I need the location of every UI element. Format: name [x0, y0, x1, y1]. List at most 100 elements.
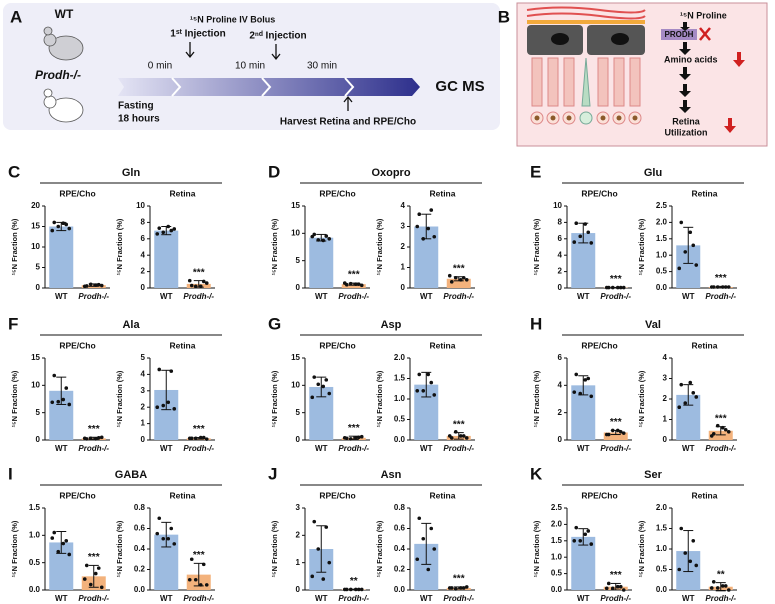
data-point: [166, 536, 171, 541]
data-point: [574, 221, 579, 226]
y-tick-label: 2.0: [551, 520, 563, 529]
data-point: [464, 278, 469, 282]
chart-subtitle: Retina: [430, 490, 456, 500]
x-tick-label: Prodh-/-: [78, 444, 109, 453]
y-tick-label: 2: [401, 242, 406, 251]
data-point: [415, 557, 420, 562]
time-10: 10 min: [235, 61, 265, 72]
y-axis-label: ¹⁵N Fraction (%): [115, 370, 124, 427]
y-tick-label: 0: [296, 585, 301, 594]
data-point: [201, 279, 206, 284]
data-point: [691, 391, 696, 395]
chart-subtitle: Retina: [692, 340, 718, 350]
data-point: [50, 228, 55, 233]
data-point: [67, 402, 72, 407]
data-point: [589, 542, 594, 546]
tracer: ¹⁵N Proline: [680, 10, 727, 20]
y-axis-label: ¹⁵N Fraction (%): [637, 370, 646, 427]
x-tick-label: WT: [160, 594, 173, 603]
chart-subtitle: Retina: [692, 188, 718, 198]
data-point: [572, 390, 577, 394]
x-tick-label: Prodh-/-: [78, 292, 109, 301]
data-point: [715, 586, 720, 590]
data-point: [726, 285, 731, 289]
x-tick-label: WT: [55, 444, 68, 453]
y-axis-label: ¹⁵N Fraction (%): [270, 218, 279, 275]
data-point: [621, 588, 626, 592]
data-point: [99, 283, 104, 288]
data-point: [189, 283, 194, 288]
y-tick-label: 0.0: [656, 585, 668, 594]
data-point: [417, 212, 422, 216]
data-point: [578, 234, 583, 239]
chart-title: Val: [645, 319, 661, 331]
panel-letter: G: [268, 314, 281, 333]
data-point: [677, 405, 682, 410]
y-tick-label: 4: [141, 370, 146, 379]
data-point: [356, 435, 361, 440]
y-tick-label: 4: [663, 353, 668, 362]
panel-letter: F: [8, 314, 18, 333]
chart-subtitle: RPE/Cho: [59, 188, 95, 198]
data-point: [61, 541, 66, 546]
data-point: [321, 577, 326, 581]
y-tick-label: 0: [141, 435, 146, 444]
data-point: [82, 436, 87, 441]
data-point: [193, 284, 198, 289]
y-tick-label: 8: [558, 218, 563, 227]
panel-letter: K: [530, 464, 543, 483]
y-tick-label: 0.5: [551, 569, 563, 578]
data-point: [155, 405, 160, 410]
data-point: [348, 587, 353, 592]
data-point: [709, 586, 714, 590]
x-tick-label: WT: [420, 594, 433, 603]
x-tick-label: Prodh-/-: [705, 292, 736, 301]
y-axis-label: ¹⁵N Fraction (%): [532, 370, 541, 427]
mouse-icon: [43, 26, 84, 123]
enzyme: PRODH: [665, 30, 694, 39]
y-tick-label: 0: [558, 283, 563, 292]
y-tick-label: 0.0: [29, 585, 41, 594]
y-axis-label: ¹⁵N Fraction (%): [10, 520, 19, 577]
data-point: [193, 436, 198, 441]
y-tick-label: 0: [558, 435, 563, 444]
y-tick-label: 1.5: [551, 536, 563, 545]
chart-title: Asp: [381, 319, 402, 331]
data-point: [461, 434, 466, 438]
injection-1: 1ˢᵗ Injection: [170, 29, 225, 40]
data-point: [720, 425, 725, 430]
data-point: [610, 586, 615, 591]
x-tick-label: WT: [55, 594, 68, 603]
y-tick-label: 3: [141, 386, 146, 395]
harvest: Harvest Retina and RPE/Cho: [280, 117, 416, 128]
data-point: [417, 372, 422, 377]
data-point: [204, 281, 209, 285]
y-tick-label: 0.6: [394, 524, 406, 533]
data-point: [691, 243, 696, 248]
y-tick-label: 2: [296, 530, 301, 539]
data-point: [52, 220, 57, 225]
data-point: [621, 431, 626, 435]
y-axis-label: ¹⁵N Fraction (%): [532, 218, 541, 275]
data-point: [82, 577, 87, 581]
data-point: [432, 547, 437, 551]
data-point: [356, 282, 361, 286]
panel-letter: B: [498, 7, 510, 26]
y-tick-label: 1.5: [656, 524, 668, 533]
y-tick-label: 15: [31, 353, 40, 362]
y-tick-label: 1.0: [551, 552, 563, 561]
y-tick-label: 0.0: [394, 435, 406, 444]
x-tick-label: Prodh-/-: [443, 594, 474, 603]
data-point: [327, 391, 332, 396]
data-point: [694, 263, 699, 267]
y-axis-label: ¹⁵N Fraction (%): [10, 370, 19, 427]
data-point: [353, 282, 358, 286]
data-point: [453, 430, 458, 434]
y-tick-label: 5: [141, 353, 146, 362]
data-point: [187, 577, 192, 582]
data-point: [52, 530, 57, 535]
data-point: [615, 285, 620, 290]
data-point: [64, 386, 69, 390]
chart-subtitle: RPE/Cho: [59, 490, 95, 500]
